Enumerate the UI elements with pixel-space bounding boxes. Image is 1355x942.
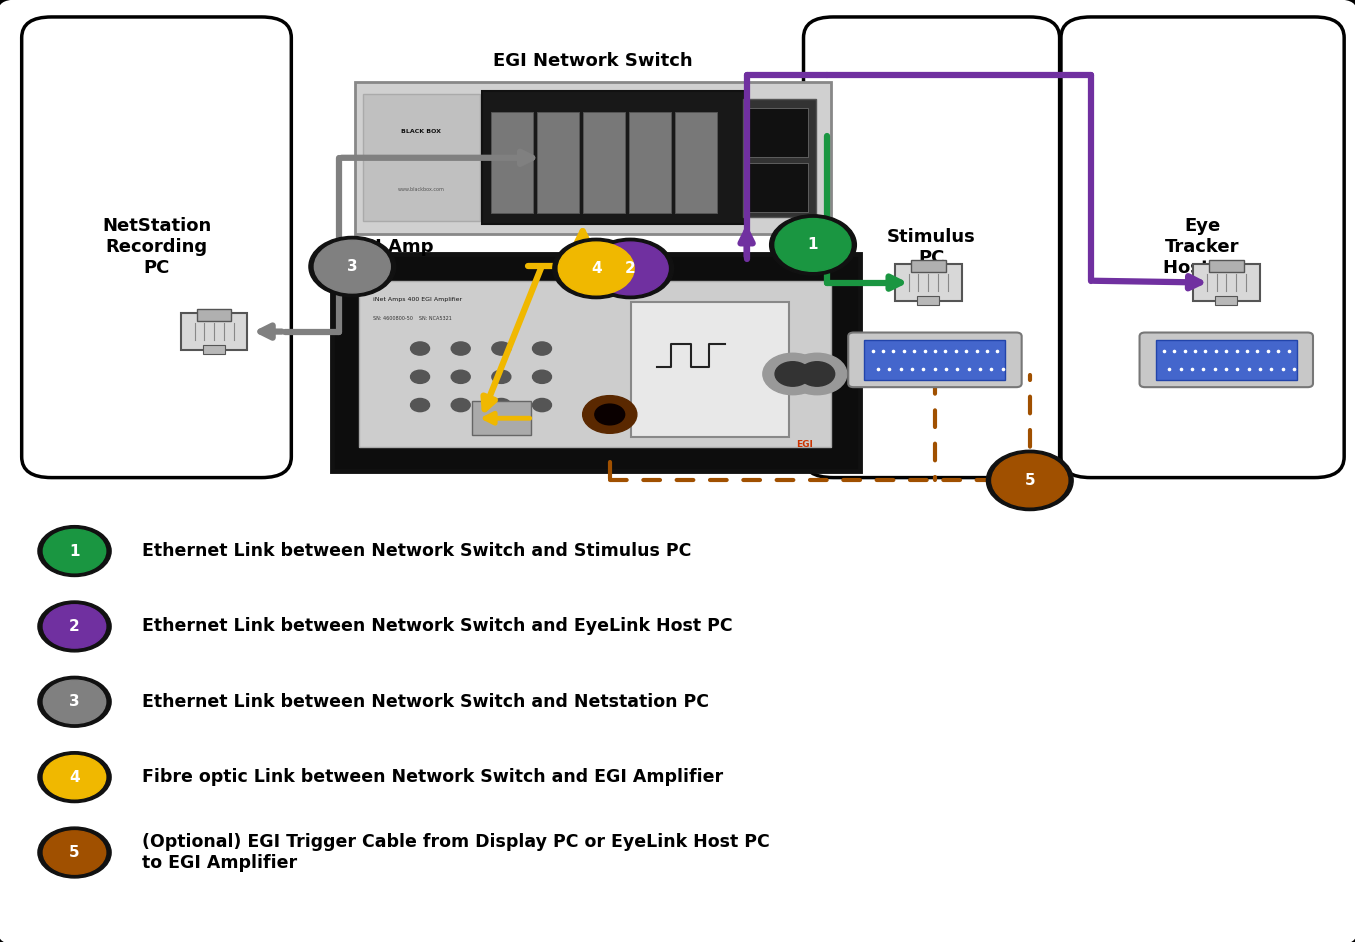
- FancyBboxPatch shape: [1215, 297, 1237, 305]
- Circle shape: [492, 398, 511, 412]
- FancyBboxPatch shape: [363, 94, 480, 221]
- Text: Ethernet Link between Network Switch and Netstation PC: Ethernet Link between Network Switch and…: [142, 692, 709, 711]
- Text: SN: 4600800-50    SN: NCA5321: SN: 4600800-50 SN: NCA5321: [373, 316, 451, 321]
- Circle shape: [451, 398, 470, 412]
- FancyBboxPatch shape: [355, 82, 831, 234]
- FancyBboxPatch shape: [743, 99, 816, 217]
- Text: EGI: EGI: [797, 440, 813, 449]
- FancyBboxPatch shape: [748, 163, 808, 212]
- FancyBboxPatch shape: [748, 108, 808, 157]
- FancyBboxPatch shape: [1140, 333, 1313, 387]
- Circle shape: [992, 454, 1068, 507]
- FancyBboxPatch shape: [848, 333, 1022, 387]
- Circle shape: [38, 827, 111, 878]
- FancyBboxPatch shape: [917, 297, 939, 305]
- Circle shape: [451, 342, 470, 355]
- Text: 1: 1: [808, 237, 818, 252]
- FancyBboxPatch shape: [631, 302, 789, 437]
- Text: BLACK BOX: BLACK BOX: [401, 129, 442, 134]
- Circle shape: [411, 398, 430, 412]
- Circle shape: [986, 450, 1073, 511]
- Circle shape: [43, 529, 106, 573]
- Circle shape: [492, 370, 511, 383]
- FancyBboxPatch shape: [22, 17, 291, 478]
- Circle shape: [799, 362, 835, 386]
- FancyBboxPatch shape: [911, 260, 946, 272]
- Circle shape: [43, 755, 106, 799]
- Text: 1: 1: [69, 544, 80, 559]
- Circle shape: [533, 370, 551, 383]
- Circle shape: [763, 353, 822, 395]
- FancyBboxPatch shape: [482, 91, 745, 224]
- FancyBboxPatch shape: [675, 112, 717, 213]
- Circle shape: [787, 353, 847, 395]
- Circle shape: [43, 680, 106, 723]
- Text: Eye
Tracker
Host PC: Eye Tracker Host PC: [1163, 218, 1243, 277]
- Text: 2: 2: [69, 619, 80, 634]
- FancyBboxPatch shape: [359, 281, 831, 447]
- Text: Stimulus
PC: Stimulus PC: [888, 228, 976, 267]
- FancyBboxPatch shape: [1192, 264, 1260, 301]
- Circle shape: [533, 398, 551, 412]
- Circle shape: [533, 342, 551, 355]
- FancyBboxPatch shape: [864, 340, 1005, 380]
- FancyBboxPatch shape: [180, 313, 248, 350]
- Circle shape: [43, 605, 106, 648]
- FancyBboxPatch shape: [1156, 340, 1297, 380]
- Circle shape: [411, 370, 430, 383]
- Circle shape: [558, 242, 634, 295]
- Text: www.blackbox.com: www.blackbox.com: [398, 187, 444, 192]
- Circle shape: [583, 396, 637, 433]
- FancyBboxPatch shape: [894, 264, 962, 301]
- FancyBboxPatch shape: [583, 112, 625, 213]
- FancyBboxPatch shape: [196, 309, 232, 321]
- Text: 5: 5: [69, 845, 80, 860]
- Circle shape: [492, 342, 511, 355]
- Text: EGI Amp: EGI Amp: [348, 237, 434, 256]
- Circle shape: [38, 601, 111, 652]
- FancyBboxPatch shape: [629, 112, 671, 213]
- Circle shape: [43, 831, 106, 874]
- FancyBboxPatch shape: [1061, 17, 1344, 478]
- FancyBboxPatch shape: [332, 254, 860, 471]
- Circle shape: [775, 219, 851, 271]
- Circle shape: [38, 752, 111, 803]
- Circle shape: [309, 236, 396, 297]
- Text: Ethernet Link between Network Switch and EyeLink Host PC: Ethernet Link between Network Switch and…: [142, 617, 733, 636]
- Text: (Optional) EGI Trigger Cable from Display PC or EyeLink Host PC
to EGI Amplifier: (Optional) EGI Trigger Cable from Displa…: [142, 833, 770, 872]
- Circle shape: [411, 342, 430, 355]
- FancyBboxPatch shape: [472, 401, 531, 435]
- Circle shape: [587, 238, 673, 299]
- Text: EGI Network Switch: EGI Network Switch: [493, 52, 692, 71]
- Text: iNet Amps 400 EGI Amplifier: iNet Amps 400 EGI Amplifier: [373, 297, 462, 302]
- Text: 3: 3: [69, 694, 80, 709]
- FancyBboxPatch shape: [1209, 260, 1244, 272]
- Text: Ethernet Link between Network Switch and Stimulus PC: Ethernet Link between Network Switch and…: [142, 542, 691, 560]
- FancyBboxPatch shape: [804, 17, 1060, 478]
- Text: NetStation
Recording
PC: NetStation Recording PC: [102, 218, 211, 277]
- Text: Fibre optic Link between Network Switch and EGI Amplifier: Fibre optic Link between Network Switch …: [142, 768, 724, 787]
- Text: 4: 4: [69, 770, 80, 785]
- Text: 4: 4: [591, 261, 602, 276]
- Circle shape: [38, 526, 111, 577]
- Circle shape: [38, 676, 111, 727]
- Circle shape: [775, 362, 810, 386]
- FancyBboxPatch shape: [537, 112, 579, 213]
- Circle shape: [595, 404, 625, 425]
- Text: 5: 5: [1024, 473, 1035, 488]
- Text: 3: 3: [347, 259, 358, 274]
- Circle shape: [553, 238, 640, 299]
- Circle shape: [314, 240, 390, 293]
- Circle shape: [592, 242, 668, 295]
- Text: 2: 2: [625, 261, 635, 276]
- Circle shape: [451, 370, 470, 383]
- FancyBboxPatch shape: [491, 112, 533, 213]
- FancyBboxPatch shape: [203, 346, 225, 354]
- Circle shape: [770, 215, 856, 275]
